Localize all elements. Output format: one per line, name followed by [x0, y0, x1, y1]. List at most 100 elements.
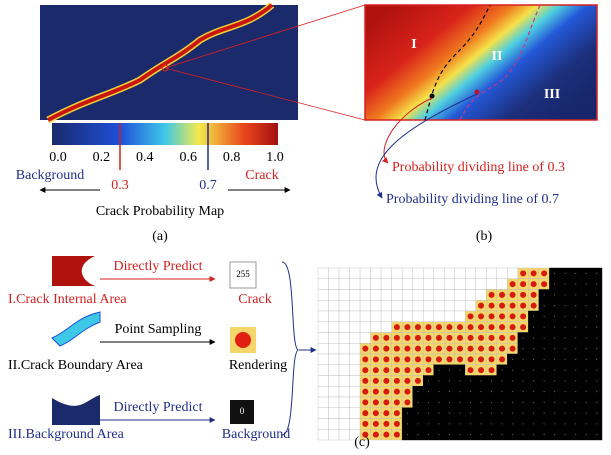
pixel-dot	[459, 391, 460, 392]
render-dot	[235, 332, 251, 348]
pixel	[360, 311, 371, 322]
pixel	[350, 290, 361, 301]
pixel-dot	[480, 380, 481, 381]
pixel	[455, 279, 466, 290]
pixel-dot	[470, 423, 471, 424]
pixel-dot	[449, 413, 450, 414]
pixel-dot	[586, 273, 587, 274]
pixel-dot	[417, 391, 418, 392]
pixel-dot	[489, 324, 495, 330]
pixel-dot	[383, 399, 389, 405]
pixel	[507, 268, 518, 279]
pixel-dot	[565, 359, 566, 360]
pixel-dot	[383, 356, 389, 362]
pixel	[381, 290, 392, 301]
pixel-dot	[586, 294, 587, 295]
pixel-dot	[575, 391, 576, 392]
pixel	[423, 279, 434, 290]
pixel	[413, 290, 424, 301]
pixel-dot	[449, 434, 450, 435]
pixel-dot	[457, 335, 463, 341]
sample-point	[430, 94, 435, 99]
pixel-dot	[394, 324, 400, 330]
colorbar	[52, 123, 278, 145]
pixel-dot	[575, 413, 576, 414]
pixel-dot	[565, 434, 566, 435]
pixel	[402, 311, 413, 322]
pixel	[329, 290, 340, 301]
result-label: Background	[222, 427, 290, 442]
pixel	[350, 419, 361, 430]
pixel-dot	[470, 402, 471, 403]
pixel-dot	[575, 284, 576, 285]
pixel	[329, 300, 340, 311]
pixel	[360, 300, 371, 311]
pixel-dot	[565, 402, 566, 403]
pixel-dot	[575, 380, 576, 381]
pixel-dot	[575, 337, 576, 338]
pixel-dot	[373, 389, 379, 395]
pixel	[381, 279, 392, 290]
pixel-dot	[394, 367, 400, 373]
pixel-dot	[565, 391, 566, 392]
pixel-dot	[468, 367, 474, 373]
pixel-dot	[586, 434, 587, 435]
pixel-dot	[512, 370, 513, 371]
pixel-dot	[533, 434, 534, 435]
pixel	[434, 290, 445, 301]
pixel-dot	[554, 284, 555, 285]
action-label: Point Sampling	[115, 322, 202, 337]
pixel-dot	[575, 273, 576, 274]
pixel-dot	[459, 370, 460, 371]
pixel-dot	[501, 413, 502, 414]
pixel	[339, 376, 350, 387]
pixel-dot	[533, 359, 534, 360]
pixel	[497, 268, 508, 279]
pixel-dot	[523, 359, 524, 360]
pixel-dot	[470, 434, 471, 435]
pixel-dot	[425, 324, 431, 330]
pixel-dot	[575, 370, 576, 371]
pixel	[465, 279, 476, 290]
pixel-dot	[554, 327, 555, 328]
pixel	[360, 279, 371, 290]
pixel	[318, 365, 329, 376]
pixel-dot	[596, 380, 597, 381]
pixel-dot	[436, 335, 442, 341]
pixel-dot	[575, 327, 576, 328]
pixel	[392, 311, 403, 322]
pixel-dot	[501, 370, 502, 371]
pixel-dot	[373, 378, 379, 384]
pixel	[329, 354, 340, 365]
pixel	[350, 376, 361, 387]
pixel	[381, 268, 392, 279]
pixel	[318, 322, 329, 333]
pixel-dot	[596, 273, 597, 274]
pixel-grid	[318, 268, 602, 440]
pixel-dot	[544, 423, 545, 424]
pixel-dot	[575, 305, 576, 306]
pixel-dot	[478, 346, 484, 352]
pixel	[339, 343, 350, 354]
pixel-dot	[565, 316, 566, 317]
pixel-dot	[565, 294, 566, 295]
pixel	[318, 279, 329, 290]
pixel-dot	[373, 421, 379, 427]
pixel-dot	[501, 380, 502, 381]
background-label: Background	[16, 168, 84, 183]
pixel-dot	[417, 434, 418, 435]
pixel-dot	[533, 337, 534, 338]
colorbar-tick-label: 0.2	[93, 150, 111, 165]
pixel	[381, 300, 392, 311]
pixel-dot	[362, 378, 368, 384]
pixel-dot	[457, 346, 463, 352]
pixel-dot	[544, 359, 545, 360]
pixel-dot	[404, 335, 410, 341]
pixel-dot	[373, 432, 379, 438]
pixel	[402, 268, 413, 279]
pixel	[329, 343, 340, 354]
pixel	[329, 333, 340, 344]
pixel-dot	[544, 380, 545, 381]
pixel-dot	[586, 316, 587, 317]
pixel-dot	[510, 303, 516, 309]
